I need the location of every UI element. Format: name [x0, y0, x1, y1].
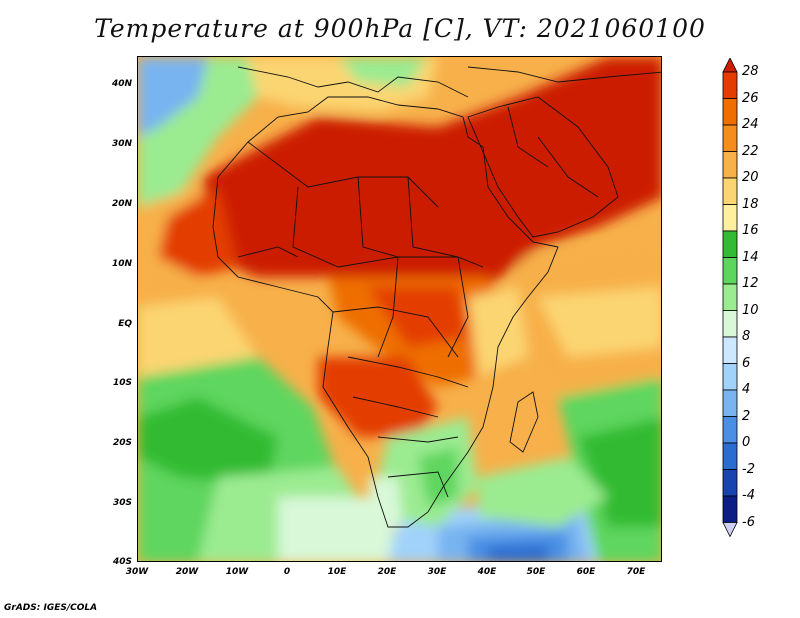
footer-credit: GrADS: IGES/COLA — [4, 603, 98, 613]
lat-label-20s: 20S — [112, 438, 132, 448]
lat-label-30n: 30N — [111, 139, 132, 149]
colorbar-swatch — [722, 389, 738, 417]
lon-label-70e: 70E — [626, 567, 646, 577]
colorbar-swatch — [722, 177, 738, 205]
lon-label-20w: 20W — [175, 567, 199, 577]
colorbar-tick-label: 26 — [742, 90, 759, 106]
lat-label-eq: EQ — [118, 319, 132, 329]
colorbar-swatch — [722, 124, 738, 152]
colorbar-swatch — [722, 495, 738, 523]
colorbar-swatch — [722, 336, 738, 364]
lat-label-10s: 10S — [112, 378, 132, 388]
colorbar-tick-label: 18 — [742, 196, 759, 212]
lat-label-30s: 30S — [112, 498, 132, 508]
colorbar-swatch — [722, 257, 738, 285]
temperature-shading — [138, 57, 661, 561]
colorbar-swatch — [722, 310, 738, 338]
lon-label-30e: 30E — [427, 567, 447, 577]
lon-label-60e: 60E — [576, 567, 596, 577]
lon-label-0: 0 — [283, 567, 291, 577]
lat-label-20n: 20N — [111, 199, 132, 209]
colorbar-tick-label: 6 — [742, 355, 751, 371]
country-borders — [212, 66, 661, 528]
lon-label-30w: 30W — [125, 567, 149, 577]
colorbar-tick-label: -2 — [742, 461, 755, 477]
lon-label-10w: 10W — [225, 567, 249, 577]
lon-label-40e: 40E — [477, 567, 497, 577]
colorbar-tick-label: -6 — [742, 514, 755, 530]
lat-label-40n: 40N — [111, 79, 132, 89]
map-title: Temperature at 900hPa [C], VT: 202106010… — [94, 14, 706, 43]
colorbar-tick-label: 4 — [742, 382, 751, 397]
colorbar-bottom-arrow — [722, 522, 738, 538]
colorbar-tick-label: 2 — [742, 408, 751, 424]
colorbar-tick-label: 8 — [742, 329, 751, 344]
colorbar-swatch — [722, 363, 738, 391]
temperature-field — [138, 57, 661, 561]
colorbar-tick-label: 24 — [742, 117, 759, 132]
colorbar-swatch — [722, 151, 738, 179]
colorbar-swatch — [722, 204, 738, 232]
colorbar-top-arrow — [722, 58, 738, 73]
colorbar-swatch — [722, 283, 738, 311]
lon-label-50e: 50E — [526, 567, 546, 577]
colorbar-tick-label: 28 — [742, 64, 759, 79]
colorbar — [722, 58, 738, 538]
colorbar-swatch — [722, 230, 738, 258]
colorbar-tick-label: 22 — [742, 143, 759, 159]
lon-label-10e: 10E — [327, 567, 347, 577]
colorbar-tick-label: 12 — [742, 276, 759, 291]
lat-label-10n: 10N — [111, 259, 132, 269]
colorbar-swatch — [722, 71, 738, 99]
colorbar-swatch — [722, 416, 738, 444]
colorbar-tick-label: 10 — [742, 302, 759, 318]
colorbar-tick-label: -4 — [742, 488, 755, 503]
lat-label-40s: 40S — [112, 557, 132, 567]
map-panel — [137, 56, 662, 562]
colorbar-tick-label: 20 — [742, 170, 759, 185]
colorbar-tick-label: 16 — [742, 223, 759, 238]
colorbar-tick-label: 0 — [742, 435, 751, 450]
colorbar-tick-label: 14 — [742, 249, 759, 265]
lon-label-20e: 20E — [377, 567, 397, 577]
colorbar-swatch — [722, 98, 738, 126]
colorbar-swatch — [722, 469, 738, 497]
colorbar-swatch — [722, 442, 738, 470]
